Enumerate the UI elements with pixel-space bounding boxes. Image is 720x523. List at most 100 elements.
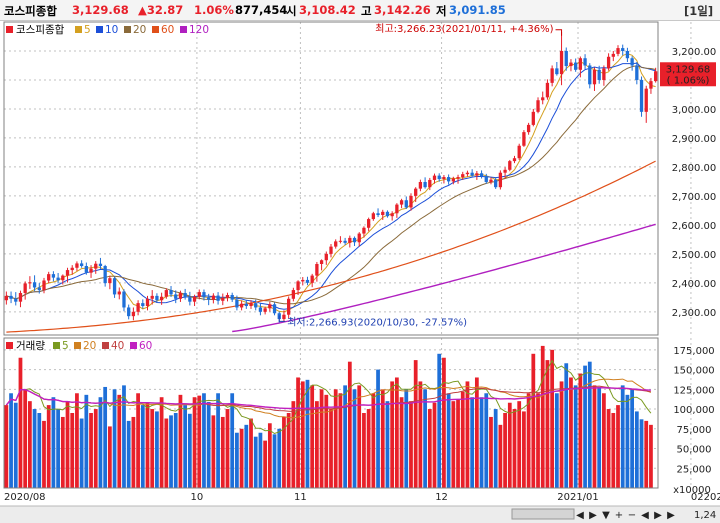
candle-body[interactable] — [315, 263, 319, 276]
volume-bar[interactable] — [42, 420, 46, 488]
volume-bar[interactable] — [183, 405, 188, 488]
volume-bar[interactable] — [319, 389, 324, 488]
volume-bar[interactable] — [550, 349, 555, 488]
candle-body[interactable] — [376, 213, 380, 216]
volume-bar[interactable] — [291, 401, 296, 488]
candle-body[interactable] — [569, 62, 573, 67]
volume-bar[interactable] — [592, 385, 597, 488]
volume-bar[interactable] — [357, 385, 362, 488]
candle-body[interactable] — [621, 48, 625, 51]
volume-bar[interactable] — [300, 381, 305, 488]
volume-bar[interactable] — [235, 432, 239, 488]
scroll-right-icon[interactable]: ▶ — [589, 510, 597, 521]
candle-body[interactable] — [541, 97, 545, 101]
candle-body[interactable] — [4, 295, 8, 301]
volume-bar[interactable] — [329, 409, 333, 488]
candle-body[interactable] — [329, 246, 333, 254]
candle-body[interactable] — [42, 280, 46, 291]
candle-body[interactable] — [287, 298, 291, 315]
volume-bar[interactable] — [112, 389, 117, 488]
candle-body[interactable] — [188, 297, 192, 302]
candle-body[interactable] — [432, 175, 437, 180]
volume-bar[interactable] — [296, 377, 300, 488]
volume-bar[interactable] — [18, 357, 23, 488]
candle-body[interactable] — [56, 277, 60, 281]
volume-bar[interactable] — [46, 405, 51, 488]
volume-bar[interactable] — [216, 393, 220, 488]
candle-body[interactable] — [117, 291, 121, 295]
volume-bar[interactable] — [70, 413, 75, 488]
volume-bar[interactable] — [418, 381, 423, 488]
scroll-thumb[interactable] — [511, 508, 575, 520]
candle-body[interactable] — [644, 88, 648, 112]
volume-bar[interactable] — [192, 397, 197, 488]
candle-body[interactable] — [14, 298, 18, 302]
candle-body[interactable] — [150, 295, 154, 299]
candle-body[interactable] — [635, 65, 639, 80]
candle-body[interactable] — [18, 292, 23, 302]
volume-bar[interactable] — [583, 365, 587, 488]
candle-body[interactable] — [475, 173, 479, 176]
volume-bar[interactable] — [333, 389, 338, 488]
volume-bar[interactable] — [75, 393, 79, 488]
candle-body[interactable] — [404, 200, 408, 208]
volume-bar[interactable] — [136, 393, 140, 488]
volume-bar[interactable] — [380, 389, 385, 488]
volume-bar[interactable] — [56, 409, 60, 488]
volume-bar[interactable] — [60, 416, 65, 488]
volume-bar[interactable] — [498, 424, 503, 488]
volume-bar[interactable] — [625, 394, 630, 488]
volume-bar[interactable] — [159, 397, 164, 488]
candle-body[interactable] — [258, 307, 263, 312]
volume-series[interactable] — [4, 345, 653, 488]
volume-bar[interactable] — [376, 369, 380, 488]
candle-body[interactable] — [164, 290, 168, 297]
volume-bar[interactable] — [37, 413, 42, 488]
candle-body[interactable] — [268, 304, 272, 309]
candle-body[interactable] — [131, 311, 136, 317]
volume-bar[interactable] — [390, 381, 395, 488]
volume-bar[interactable] — [155, 411, 159, 488]
candle-body[interactable] — [207, 297, 211, 300]
candle-body[interactable] — [301, 279, 305, 282]
volume-bar[interactable] — [531, 353, 536, 488]
volume-bar[interactable] — [98, 397, 103, 488]
candle-body[interactable] — [239, 303, 244, 308]
volume-bar[interactable] — [489, 416, 493, 488]
candle-body[interactable] — [263, 308, 267, 312]
zoom-out-icon[interactable]: − — [628, 510, 636, 521]
candle-body[interactable] — [282, 314, 286, 320]
candle-body[interactable] — [37, 287, 41, 291]
candle-body[interactable] — [625, 50, 630, 59]
volume-bar[interactable] — [267, 423, 272, 488]
candle-body[interactable] — [230, 295, 234, 300]
candle-body[interactable] — [512, 158, 517, 162]
volume-bar[interactable] — [470, 397, 475, 488]
volume-bar[interactable] — [51, 397, 56, 488]
volume-bar[interactable] — [474, 377, 479, 488]
volume-bar[interactable] — [131, 416, 136, 488]
candle-body[interactable] — [399, 200, 404, 205]
candle-body[interactable] — [503, 169, 507, 173]
volume-bar[interactable] — [606, 409, 611, 488]
volume-bar[interactable] — [536, 393, 540, 488]
volume-bar[interactable] — [409, 401, 413, 488]
volume-bar[interactable] — [394, 377, 399, 488]
volume-bar[interactable] — [456, 399, 460, 488]
candle-body[interactable] — [211, 295, 216, 300]
next-icon[interactable]: ▶ — [654, 510, 662, 521]
volume-bar[interactable] — [573, 385, 578, 488]
volume-bar[interactable] — [140, 405, 145, 488]
candle-body[interactable] — [155, 295, 159, 301]
volume-bar[interactable] — [178, 394, 183, 488]
volume-bar[interactable] — [117, 394, 122, 488]
candle-body[interactable] — [606, 56, 611, 69]
volume-bar[interactable] — [423, 389, 427, 488]
candle-body[interactable] — [437, 175, 441, 180]
volume-bar[interactable] — [150, 409, 155, 488]
volume-bar[interactable] — [427, 409, 432, 488]
candle-body[interactable] — [451, 178, 455, 182]
volume-bar[interactable] — [597, 386, 602, 488]
volume-bar[interactable] — [23, 389, 28, 488]
volume-bar[interactable] — [305, 379, 310, 488]
